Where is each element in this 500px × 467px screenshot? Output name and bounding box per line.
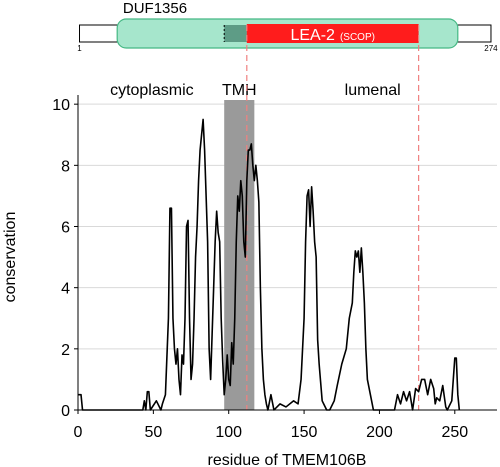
y-tick-label: 4 (61, 281, 70, 298)
x-tick-label: 200 (366, 424, 393, 441)
y-tick-label: 10 (52, 97, 70, 114)
domain-label: LEA-2 (SCOP) (290, 27, 374, 44)
y-tick-label: 8 (61, 158, 70, 175)
x-tick-label: 50 (144, 424, 162, 441)
y-axis-label: conservation (2, 212, 19, 303)
sequence-end: 274 (484, 44, 498, 53)
sequence-start: 1 (77, 44, 82, 53)
domain-label: DUF1356 (123, 0, 187, 17)
data-line (78, 118, 461, 411)
y-tick-label: 2 (61, 342, 70, 359)
x-tick-label: 0 (74, 424, 83, 441)
domain (246, 24, 419, 43)
y-tick-label: 0 (61, 403, 70, 420)
x-tick-label: 150 (291, 424, 318, 441)
region-label: lumenal (345, 82, 401, 99)
x-tick-label: 250 (441, 424, 468, 441)
domain-source: (SCOP) (340, 32, 375, 43)
y-tick-label: 6 (61, 220, 70, 237)
tm-segment (224, 25, 247, 42)
x-axis-label: residue of TMEM106B (208, 452, 367, 467)
x-tick-label: 100 (215, 424, 242, 441)
domain-name: LEA-2 (290, 27, 335, 44)
region-band (224, 100, 255, 410)
region-label: TMH (222, 82, 257, 99)
region-label: cytoplasmic (110, 82, 194, 99)
